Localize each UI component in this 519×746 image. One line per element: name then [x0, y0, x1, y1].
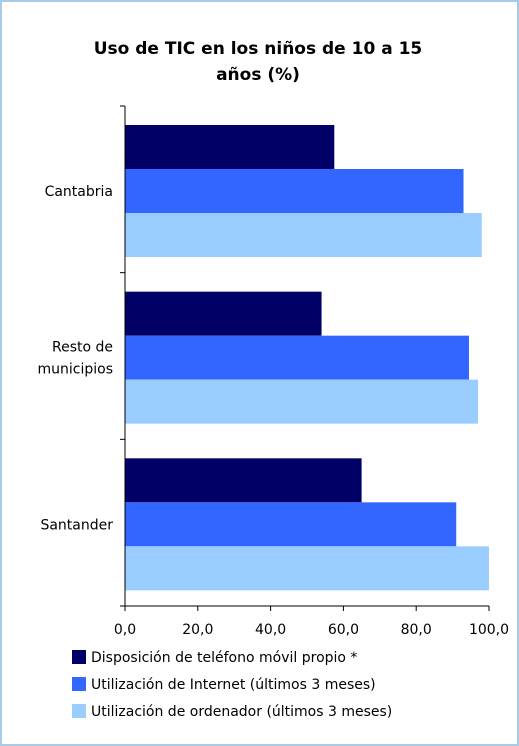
x-tick-label: 20,0 — [182, 622, 213, 638]
x-tick-label: 60,0 — [328, 622, 359, 638]
bar-3-2 — [125, 502, 457, 547]
plot-area: Cantabria Resto de municipios Santander 0,0 2… — [38, 105, 509, 638]
bar-2-3 — [125, 379, 479, 424]
category-label: Resto de — [52, 340, 113, 356]
bar-2-2 — [125, 335, 469, 380]
bar-1-2 — [125, 169, 464, 213]
x-tick-label: 80,0 — [401, 622, 432, 638]
legend-swatch — [72, 704, 86, 718]
legend-swatch — [72, 677, 86, 691]
legend-label: Utilización de Internet (últimos 3 meses… — [91, 677, 376, 693]
bar-1-3 — [125, 213, 482, 257]
x-tick-label: 40,0 — [255, 622, 286, 638]
category-label: Cantabria — [45, 184, 113, 200]
legend-label: Utilización de ordenador (últimos 3 mese… — [91, 704, 392, 720]
x-tick-label: 100,0 — [469, 622, 509, 638]
chart-title-line-2: años (%) — [216, 65, 300, 85]
legend-swatch — [72, 650, 86, 664]
category-label: municipios — [38, 362, 114, 378]
category-label: Santander — [40, 517, 113, 533]
legend: Disposición de teléfono móvil propio * Ut… — [72, 650, 392, 720]
bar-2-1 — [125, 291, 322, 336]
bar-3-1 — [125, 458, 362, 503]
legend-label: Disposición de teléfono móvil propio * — [91, 650, 357, 666]
x-tick-label: 0,0 — [114, 622, 136, 638]
bar-3-3 — [125, 546, 489, 591]
chart-title: Uso de TIC en los niños de 10 a 15 — [94, 39, 423, 59]
bar-1-1 — [125, 125, 335, 169]
